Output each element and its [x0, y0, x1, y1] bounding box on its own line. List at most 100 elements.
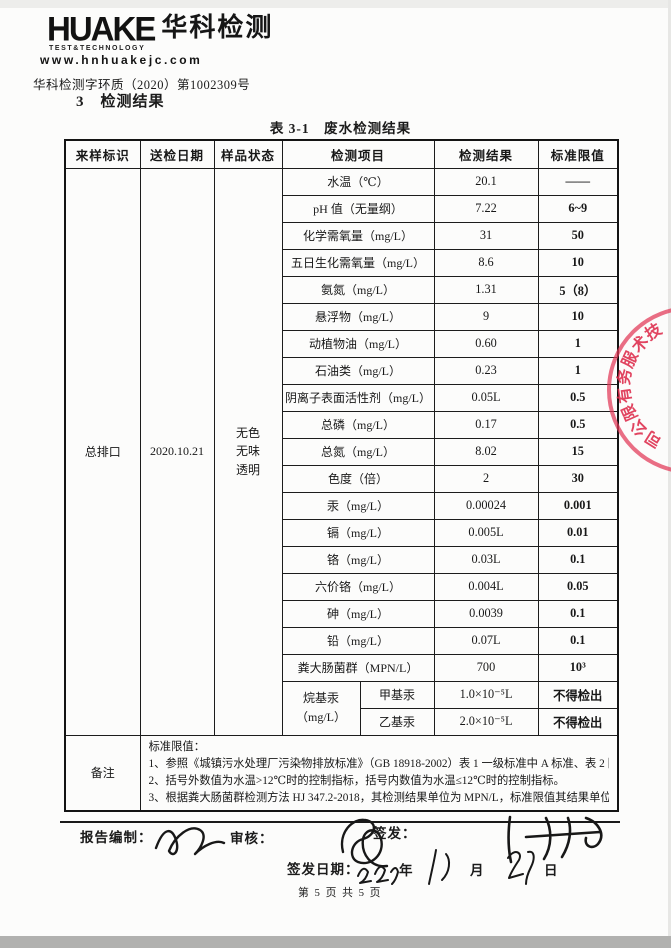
limit-cell: ——: [537, 167, 619, 196]
table-row: 氨氮（mg/L） 1.31 5（8）: [65, 275, 619, 304]
footer-divider: [60, 821, 620, 823]
limit-cell: 5（8）: [537, 275, 619, 304]
limit-cell: 6~9: [537, 194, 619, 223]
scan-edge-bottom: [0, 936, 671, 948]
letterhead: HUAKE TEST&TECHNOLOGY 华科检测 www.hnhuakejc…: [33, 9, 274, 93]
test-item-cell: 砷（mg/L）: [281, 599, 435, 628]
reviewed-by-label: 审核：: [230, 831, 274, 846]
table-row: 铅（mg/L） 0.07L 0.1: [65, 626, 619, 655]
limit-cell: 10³: [537, 653, 619, 682]
year-label: 年: [399, 863, 414, 878]
prepared-by-signature: [154, 827, 226, 856]
test-item-cell: 化学需氧量（mg/L）: [281, 221, 435, 250]
test-item-cell: 六价铬（mg/L）: [281, 572, 435, 601]
test-item-cell: 铅（mg/L）: [281, 626, 435, 655]
limit-cell: 0.5: [537, 410, 619, 439]
limit-cell: 1: [537, 329, 619, 358]
table-row: 化学需氧量（mg/L） 31 50: [65, 221, 619, 250]
reviewed-by-signature: [340, 818, 389, 868]
table-title: 表 3-1 废水检测结果: [269, 121, 412, 136]
test-item-cell: 色度（倍）: [281, 464, 435, 493]
limit-cell: 0.01: [537, 518, 619, 547]
result-cell: 31: [433, 221, 539, 250]
limit-cell: 0.05: [537, 572, 619, 601]
table-row: 粪大肠菌群（MPN/L） 700 10³: [65, 653, 619, 682]
limit-cell: 1: [537, 356, 619, 385]
result-cell: 1.31: [433, 275, 539, 304]
result-cell: 0.004L: [433, 572, 539, 601]
limit-cell: 0.1: [537, 545, 619, 574]
col-header-date: 送检日期: [139, 139, 215, 169]
test-item-cell: 总磷（mg/L）: [281, 410, 435, 439]
result-cell: 0.17: [433, 410, 539, 439]
company-logo: HUAKE TEST&TECHNOLOGY 华科检测: [47, 9, 274, 52]
sample-id-cell: 总排口: [64, 167, 141, 736]
company-website: www.hnhuakejc.com: [40, 53, 203, 67]
table-row: 五日生化需氧量（mg/L） 8.6 10: [65, 248, 619, 277]
col-header-item: 检测项目: [281, 139, 435, 169]
day-label: 日: [544, 863, 559, 878]
result-cell: 0.03L: [433, 545, 539, 574]
section-heading: 3 检测结果: [76, 94, 165, 110]
limit-cell: 50: [537, 221, 619, 250]
result-cell: 8.6: [433, 248, 539, 277]
sample-date-cell: 2020.10.21: [139, 167, 215, 736]
prepared-by-label: 报告编制：: [80, 830, 153, 845]
result-cell: 20.1: [433, 167, 539, 196]
result-cell: 0.07L: [433, 626, 539, 655]
remarks-line: 标准限值：: [148, 740, 206, 753]
remarks-line: 3、根据粪大肠菌群检测方法 HJ 347.2-2018，其检测结果单位为 MPN…: [148, 791, 610, 804]
test-item-cell: 水温（℃）: [281, 167, 435, 196]
limit-cell: 0.1: [537, 626, 619, 655]
remarks-row: 备注 标准限值： 1、参照《城镇污水处理厂污染物排放标准》（GB 18918-2…: [64, 734, 619, 812]
limit-cell: 15: [537, 437, 619, 466]
seal-character: 限: [619, 401, 642, 423]
limit-cell: 0.5: [537, 383, 619, 412]
alkyl-mercury-group-cell: 烷基汞 （mg/L）: [281, 680, 361, 736]
col-header-result: 检测结果: [433, 139, 539, 169]
limit-cell: 不得检出: [537, 707, 619, 736]
test-item-cell: 阴离子表面活性剂（mg/L）: [281, 383, 435, 412]
handwritten-month-value: [428, 849, 451, 885]
seal-character: 司: [642, 426, 666, 450]
result-cell: 0.23: [433, 356, 539, 385]
logo-chinese-name: 华科检测: [161, 13, 274, 42]
limit-cell: 10: [537, 248, 619, 277]
test-item-cell: 甲基汞: [359, 680, 435, 709]
result-cell: 2.0×10⁻⁵L: [433, 707, 539, 736]
scan-edge-top: [0, 0, 671, 8]
result-cell: 700: [433, 653, 539, 682]
table-row: 镉（mg/L） 0.005L 0.01: [65, 518, 619, 547]
seal-character: 技: [642, 321, 666, 345]
test-item-cell: 石油类（mg/L）: [281, 356, 435, 385]
limit-cell: 不得检出: [537, 680, 619, 709]
seal-character: 服: [619, 348, 642, 371]
result-cell: 9: [433, 302, 539, 331]
test-item-cell: 汞（mg/L）: [281, 491, 435, 520]
table-row: 总磷（mg/L） 0.17 0.5: [65, 410, 619, 439]
header-row: 来样标识 送检日期 样品状态 检测项目 检测结果 标准限值: [64, 139, 619, 169]
table-row: 阴离子表面活性剂（mg/L） 0.05L 0.5: [65, 383, 619, 412]
logo-tagline: TEST&TECHNOLOGY: [49, 45, 146, 52]
issued-by-signature: [507, 815, 603, 864]
huake-logo-text: HUAKE: [47, 9, 156, 48]
test-item-cell: 镉（mg/L）: [281, 518, 435, 547]
seal-character: 公: [627, 415, 652, 439]
sample-state-cell: 无色 无味 透明: [213, 167, 283, 736]
test-item-cell: 氨氮（mg/L）: [281, 275, 435, 304]
table-row: 乙基汞 2.0×10⁻⁵L 不得检出: [65, 707, 619, 736]
test-item-cell: 悬浮物（mg/L）: [281, 302, 435, 331]
result-cell: 0.005L: [433, 518, 539, 547]
page-number: 第 5 页 共 5 页: [298, 887, 382, 899]
issued-by-label: 签发：: [373, 826, 417, 841]
limit-cell: 30: [537, 464, 619, 493]
scan-edge-right: [668, 0, 671, 948]
remarks-label-cell: 备注: [64, 734, 141, 812]
test-item-cell: 五日生化需氧量（mg/L）: [281, 248, 435, 277]
test-item-cell: 粪大肠菌群（MPN/L）: [281, 653, 435, 682]
issue-date-label: 签发日期：: [287, 862, 360, 877]
limit-cell: 10: [537, 302, 619, 331]
col-header-state: 样品状态: [213, 139, 283, 169]
limit-cell: 0.001: [537, 491, 619, 520]
limit-cell: 0.1: [537, 599, 619, 628]
